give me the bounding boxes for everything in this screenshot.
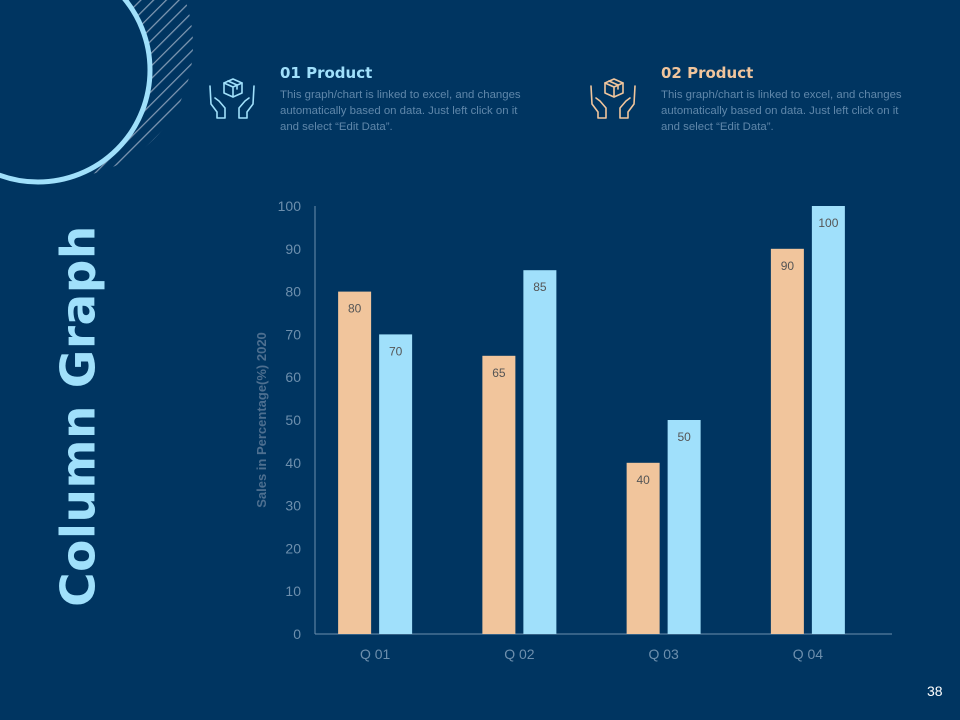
y-tick-label: 40	[285, 455, 301, 471]
data-label: 50	[677, 430, 691, 444]
bar-series1-1	[338, 291, 372, 634]
bar-series2-4	[811, 206, 845, 634]
outlined-circle	[0, 0, 153, 185]
x-tick-label: Q 01	[360, 646, 391, 662]
decorative-circles	[0, 0, 193, 185]
data-label: 90	[781, 259, 795, 273]
y-tick-label: 20	[285, 540, 301, 556]
y-axis-label: Sales in Percentage(%) 2020	[254, 332, 269, 508]
product-01: 01 Product This graph/chart is linked to…	[209, 64, 535, 135]
product-02: 02 Product This graph/chart is linked to…	[590, 64, 916, 135]
data-label: 40	[636, 473, 650, 487]
product-01-description: This graph/chart is linked to excel, and…	[280, 89, 521, 133]
hands-box-icon	[590, 78, 636, 119]
y-tick-label: 90	[285, 241, 301, 257]
bar-series1-2	[482, 355, 516, 634]
y-tick-label: 100	[278, 198, 302, 214]
y-tick-label: 30	[285, 498, 301, 514]
page-number: 38	[927, 683, 943, 699]
product-02-title: 02 Product	[661, 64, 754, 82]
data-label: 100	[818, 216, 838, 230]
bar-series1-3	[626, 462, 660, 634]
product-02-description: This graph/chart is linked to excel, and…	[661, 89, 902, 133]
x-tick-label: Q 02	[504, 646, 535, 662]
data-label: 85	[533, 280, 547, 294]
hands-box-icon	[209, 78, 255, 119]
bar-series2-2	[523, 270, 557, 634]
data-label: 80	[348, 302, 362, 316]
product-01-title: 01 Product	[280, 64, 373, 82]
y-tick-label: 0	[293, 626, 301, 642]
x-tick-label: Q 04	[793, 646, 824, 662]
y-tick-label: 80	[285, 284, 301, 300]
y-tick-label: 50	[285, 412, 301, 428]
y-tick-label: 10	[285, 583, 301, 599]
x-tick-label: Q 03	[648, 646, 679, 662]
y-tick-label: 60	[285, 369, 301, 385]
bar-series1-4	[770, 248, 804, 635]
bar-series2-3	[667, 420, 701, 634]
data-label: 65	[492, 366, 506, 380]
bar-series2-1	[379, 334, 413, 634]
y-tick-label: 70	[285, 326, 301, 342]
data-label: 70	[389, 344, 403, 358]
